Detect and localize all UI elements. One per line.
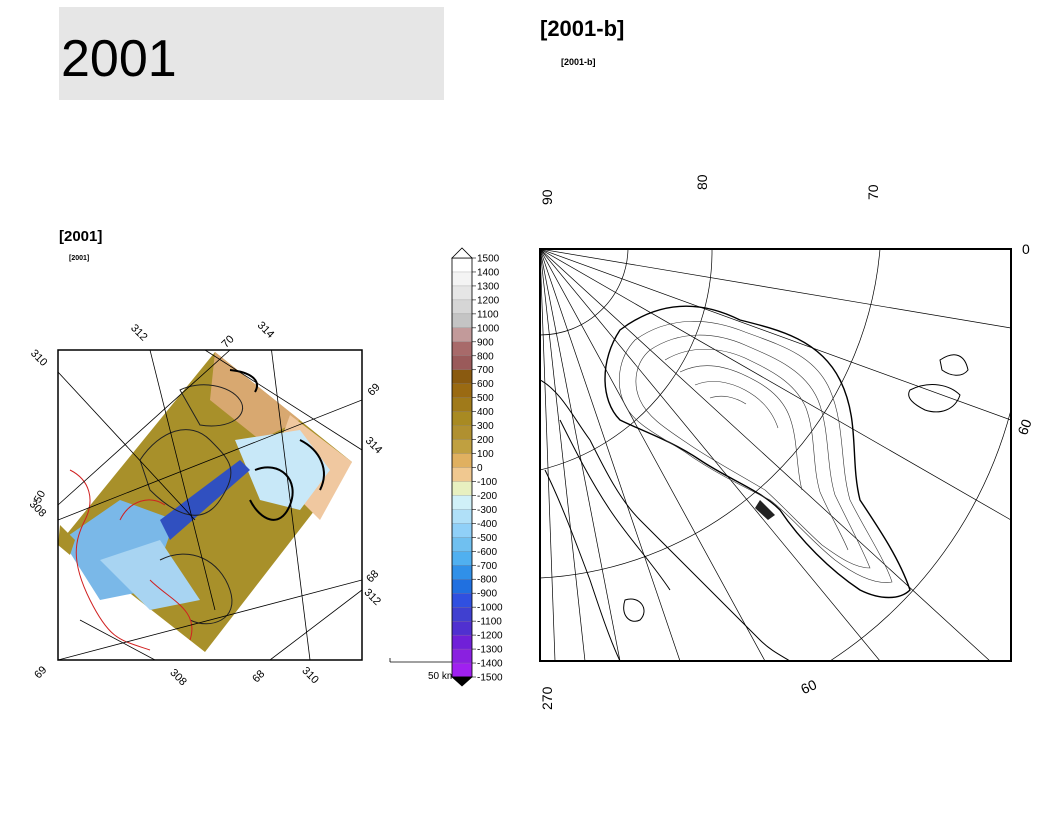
colorbar-tick-label: 1400 [477, 267, 500, 278]
colorbar-tick-label: 500 [477, 393, 494, 404]
colorbar-tick-label: 200 [477, 435, 494, 446]
contour-line [139, 429, 232, 516]
colorbar-tick-label: -600 [477, 547, 497, 558]
contour-line-red [69, 469, 151, 651]
colorbar-tick-label: 1200 [477, 295, 500, 306]
left-panel-sublabel: [2001] [69, 255, 90, 262]
lon-label: 90 [539, 189, 555, 205]
field-land-light [210, 352, 300, 440]
right-map-content [540, 249, 1011, 661]
colorbar-tick-label: -1500 [477, 673, 503, 684]
colorbar-tick-label: 1100 [477, 309, 499, 320]
right-panel-sublabel: [2001-b] [561, 57, 596, 67]
left-map-frame [57, 349, 363, 661]
colorbar-tick-label: 1300 [477, 281, 500, 292]
colorbar-tick-label: -1000 [477, 603, 503, 614]
right-lon-labels: 90 80 70 0 60 270 60 [539, 174, 1035, 710]
contour-line [179, 384, 243, 427]
colorbar-tick-label: -1200 [477, 631, 503, 642]
contour-line [159, 553, 233, 625]
colorbar-tick-label: 700 [477, 365, 494, 376]
colorbar-tick-label: 400 [477, 407, 494, 418]
lon-label: 0 [1022, 241, 1030, 257]
grid-label: 50 [32, 489, 49, 506]
slide-title: 2001 [61, 30, 177, 88]
lon-label: 80 [694, 174, 710, 190]
left-map-field [58, 350, 362, 660]
colorbar-tick-label: 600 [477, 379, 494, 390]
greenland-outline [604, 305, 911, 599]
canada-coast [540, 379, 791, 661]
colorbar-tick-label: -100 [477, 477, 497, 488]
colorbar-tick-label: 1500 [477, 254, 500, 265]
colorbar-tick-label: -1400 [477, 659, 503, 670]
colorbar-tick-label: -1100 [477, 617, 502, 628]
colorbar-top-triangle [451, 247, 473, 259]
field-fjord [160, 460, 250, 540]
field-island [58, 525, 75, 555]
contour-line-red [149, 579, 193, 641]
right-panel-label: [2001-b] [540, 16, 625, 41]
scale-bar-label: 50 km [428, 671, 455, 682]
colorbar-tick-label: -800 [477, 575, 497, 586]
lon-label: 60 [798, 676, 819, 697]
colorbar-tick-label: 900 [477, 337, 494, 348]
colorbar-tick-label: -500 [477, 533, 497, 544]
colorbar-cells [451, 257, 473, 678]
lon-label: 70 [865, 184, 881, 200]
colorbar-tick-labels: 1500140013001200110010009008007006005004… [472, 254, 503, 684]
lon-label: 270 [539, 686, 555, 710]
colorbar-tick-label: 1000 [477, 323, 500, 334]
left-graticule [58, 350, 362, 660]
ice-contours [619, 321, 893, 583]
contour-line [299, 439, 325, 491]
colorbar-tick-label: 100 [477, 449, 494, 460]
colorbar-tick-label: 300 [477, 421, 494, 432]
slide-title-box: 2001 [59, 7, 444, 100]
colorbar-bottom-triangle [450, 676, 474, 687]
colorbar: 1500140013001200110010009008007006005004… [450, 247, 503, 687]
colorbar-tick-label: -400 [477, 519, 497, 530]
svalbard-outline [939, 354, 969, 376]
colorbar-tick-label: -300 [477, 505, 497, 516]
lon-label: 60 [1014, 417, 1034, 437]
right-map-frame [539, 248, 1012, 662]
field-water-east [235, 430, 330, 510]
contour-line [249, 466, 294, 521]
colorbar-tick-label: -700 [477, 561, 497, 572]
right-graticule [540, 249, 1011, 661]
colorbar-tick-label: 0 [477, 463, 483, 474]
field-water-west-2 [100, 540, 200, 610]
colorbar-tick-label: -900 [477, 589, 497, 600]
left-panel-label: [2001] [59, 228, 103, 245]
colorbar-tick-label: -200 [477, 491, 497, 502]
colorbar-tick-label: -1300 [477, 645, 503, 656]
iceland-outline [908, 384, 961, 413]
contour-line-red [119, 499, 166, 521]
colorbar-tick-label: 800 [477, 351, 494, 362]
contour-line [229, 369, 258, 393]
ice-feature [755, 500, 775, 520]
